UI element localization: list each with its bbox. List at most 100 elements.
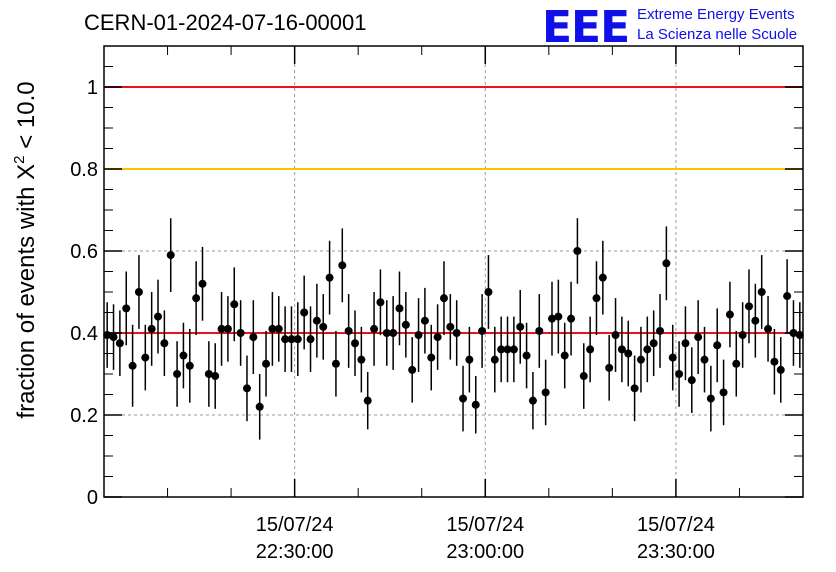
x-tick-label-date: 15/07/24 xyxy=(256,514,334,536)
data-point xyxy=(223,324,232,333)
data-point xyxy=(179,351,188,360)
data-point xyxy=(357,355,366,364)
data-point xyxy=(573,247,582,255)
data-point xyxy=(567,314,576,323)
data-point xyxy=(465,355,474,364)
data-point xyxy=(636,355,645,364)
data-point xyxy=(401,320,410,329)
data-point xyxy=(656,326,665,335)
data-point xyxy=(351,339,360,348)
y-tick-label: 0.6 xyxy=(70,241,98,263)
data-point xyxy=(185,361,194,370)
x-tick-label-date: 15/07/24 xyxy=(637,514,715,536)
data-point xyxy=(592,294,601,303)
data-point xyxy=(312,316,321,325)
data-point xyxy=(611,331,620,340)
x-tick-label-date: 15/07/24 xyxy=(446,514,524,536)
data-point xyxy=(617,345,626,354)
data-point xyxy=(700,355,709,364)
data-point xyxy=(154,312,163,321)
eee-logo-letters: EEE xyxy=(542,2,630,53)
data-point xyxy=(459,394,468,403)
data-point xyxy=(204,370,213,378)
data-point xyxy=(433,333,442,342)
data-point xyxy=(744,302,753,311)
data-point xyxy=(535,326,544,335)
data-point xyxy=(370,324,379,333)
data-point xyxy=(255,402,264,411)
data-point xyxy=(668,353,677,362)
data-point xyxy=(681,339,690,348)
data-point xyxy=(242,384,251,393)
data-point xyxy=(306,335,315,344)
data-point xyxy=(325,273,334,282)
data-point xyxy=(706,394,715,403)
data-point xyxy=(338,261,347,270)
y-axis-label-symbol: X xyxy=(13,164,40,180)
data-point xyxy=(497,345,506,354)
data-point xyxy=(547,314,556,323)
data-point xyxy=(719,388,728,397)
data-point xyxy=(484,288,493,296)
data-point xyxy=(662,259,671,268)
data-point xyxy=(395,304,404,313)
x-tick-label-time: 23:30:00 xyxy=(637,541,715,563)
x-tick-label-time: 23:00:00 xyxy=(446,541,524,563)
data-point xyxy=(192,294,201,303)
data-point xyxy=(249,333,258,342)
data-point xyxy=(605,363,614,372)
chart-title: CERN-01-2024-07-16-00001 xyxy=(84,10,367,35)
y-tick-label: 0 xyxy=(87,487,98,509)
grid-layer xyxy=(104,46,803,497)
data-point xyxy=(293,335,302,344)
data-point xyxy=(262,359,271,368)
data-point xyxy=(776,365,785,374)
y-axis-label-sup: 2 xyxy=(11,155,28,163)
data-point xyxy=(509,345,518,354)
reference-lines xyxy=(104,86,803,334)
data-point xyxy=(713,341,722,350)
data-points xyxy=(103,218,804,440)
data-point xyxy=(287,335,296,344)
data-point xyxy=(230,300,239,309)
data-point xyxy=(630,384,639,393)
data-point xyxy=(751,316,760,325)
data-point xyxy=(439,294,448,303)
data-point xyxy=(300,308,309,317)
data-point xyxy=(281,335,290,344)
data-point xyxy=(173,370,182,378)
data-point xyxy=(471,400,480,409)
data-point xyxy=(516,322,525,331)
plot-frame xyxy=(103,45,804,498)
data-point xyxy=(490,355,499,364)
data-point xyxy=(522,351,531,360)
data-point xyxy=(166,251,175,260)
data-point xyxy=(198,279,207,288)
axes: 0 0.2 0.4 0.6 0.8 1 15/07/24 22:30:00 15/07/24 23… xyxy=(70,45,803,563)
data-point xyxy=(236,329,245,337)
data-point xyxy=(122,304,131,313)
data-point xyxy=(624,349,633,358)
data-point xyxy=(420,316,429,325)
eee-logo-line2: La Scienza nelle Scuole xyxy=(637,26,798,43)
y-tick-label: 0.2 xyxy=(70,405,98,427)
data-point xyxy=(344,326,353,335)
y-tick-label: 0.8 xyxy=(70,159,98,181)
y-tick-label: 1 xyxy=(87,77,98,99)
data-point xyxy=(128,361,137,370)
data-point xyxy=(649,339,658,348)
x-tick-label-time: 22:30:00 xyxy=(256,541,334,563)
data-point xyxy=(331,359,340,368)
data-point xyxy=(528,396,537,405)
data-point xyxy=(770,357,779,366)
y-axis-label-prefix: fraction of events with xyxy=(13,180,40,419)
data-point xyxy=(694,333,703,342)
data-point xyxy=(109,333,118,342)
data-point xyxy=(764,324,773,333)
data-point xyxy=(675,370,684,378)
data-point xyxy=(541,388,550,397)
data-point xyxy=(643,345,652,354)
data-point xyxy=(687,376,696,385)
data-point xyxy=(363,396,372,405)
